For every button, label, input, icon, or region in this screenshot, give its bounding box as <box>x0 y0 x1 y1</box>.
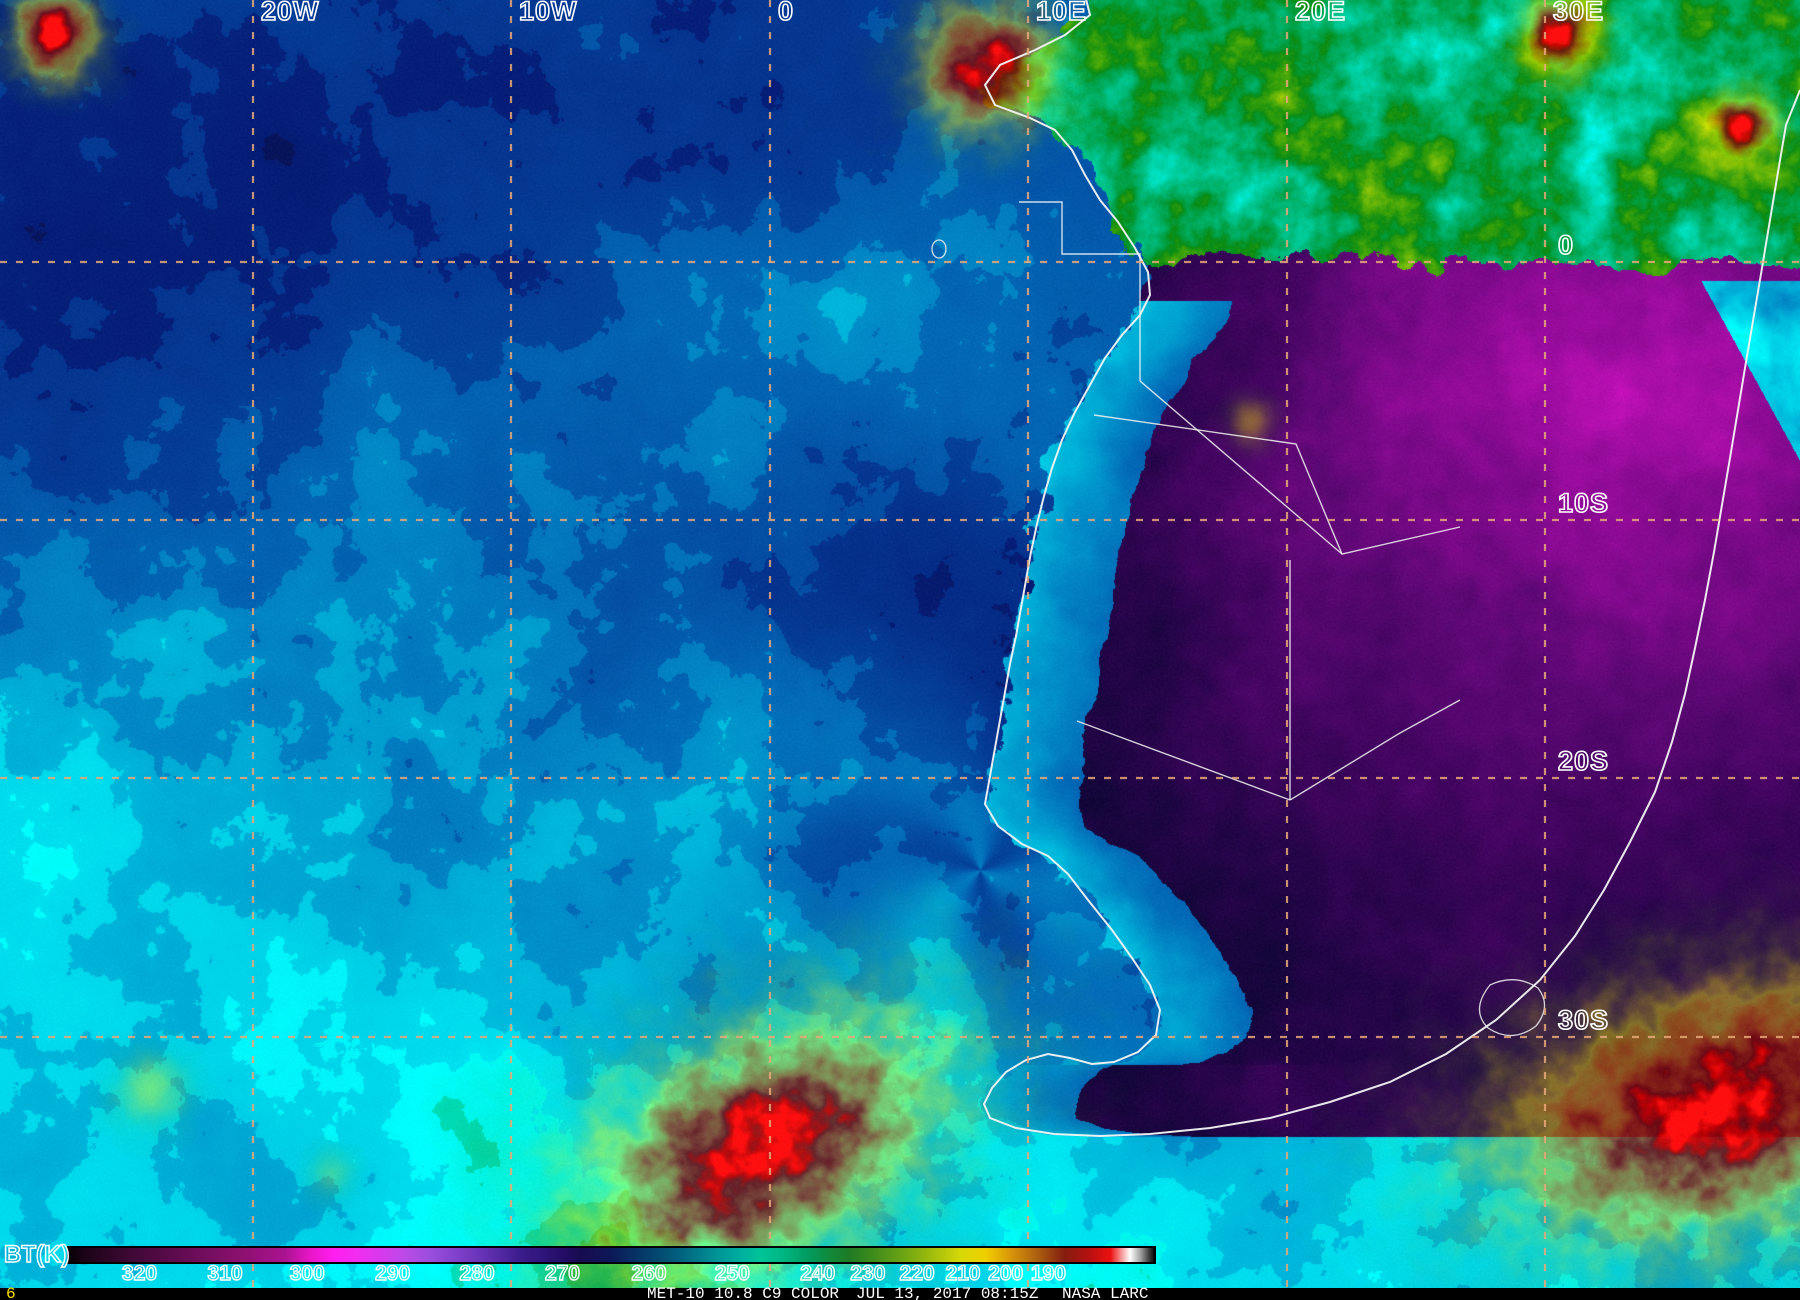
svg-text:20W: 20W <box>261 0 320 26</box>
svg-text:210: 210 <box>945 1262 980 1285</box>
svg-text:JUL 13, 2017 08:15Z: JUL 13, 2017 08:15Z <box>856 1285 1039 1300</box>
svg-text:260: 260 <box>631 1262 666 1285</box>
svg-text:0: 0 <box>1558 230 1574 260</box>
svg-text:280: 280 <box>460 1262 495 1285</box>
svg-text:30S: 30S <box>1558 1005 1609 1035</box>
svg-text:30E: 30E <box>1553 0 1604 26</box>
svg-text:250: 250 <box>715 1262 750 1285</box>
svg-text:230: 230 <box>850 1262 885 1285</box>
svg-text:6: 6 <box>6 1285 16 1300</box>
svg-text:270: 270 <box>545 1262 580 1285</box>
svg-text:10S: 10S <box>1558 488 1609 518</box>
svg-text:BT(K): BT(K) <box>4 1241 69 1268</box>
svg-text:200: 200 <box>988 1262 1023 1285</box>
svg-text:20E: 20E <box>1295 0 1346 26</box>
svg-text:NASA LARC: NASA LARC <box>1062 1285 1148 1300</box>
svg-text:290: 290 <box>375 1262 410 1285</box>
svg-text:190: 190 <box>1031 1262 1066 1285</box>
svg-text:240: 240 <box>800 1262 835 1285</box>
svg-text:300: 300 <box>290 1262 325 1285</box>
svg-text:320: 320 <box>122 1262 157 1285</box>
svg-text:20S: 20S <box>1558 746 1609 776</box>
svg-text:10E: 10E <box>1036 0 1087 26</box>
svg-text:220: 220 <box>900 1262 935 1285</box>
svg-text:310: 310 <box>207 1262 242 1285</box>
svg-text:MET-10 10.8 C9 COLOR: MET-10 10.8 C9 COLOR <box>647 1285 839 1300</box>
svg-text:10W: 10W <box>519 0 578 26</box>
svg-text:0: 0 <box>778 0 794 26</box>
